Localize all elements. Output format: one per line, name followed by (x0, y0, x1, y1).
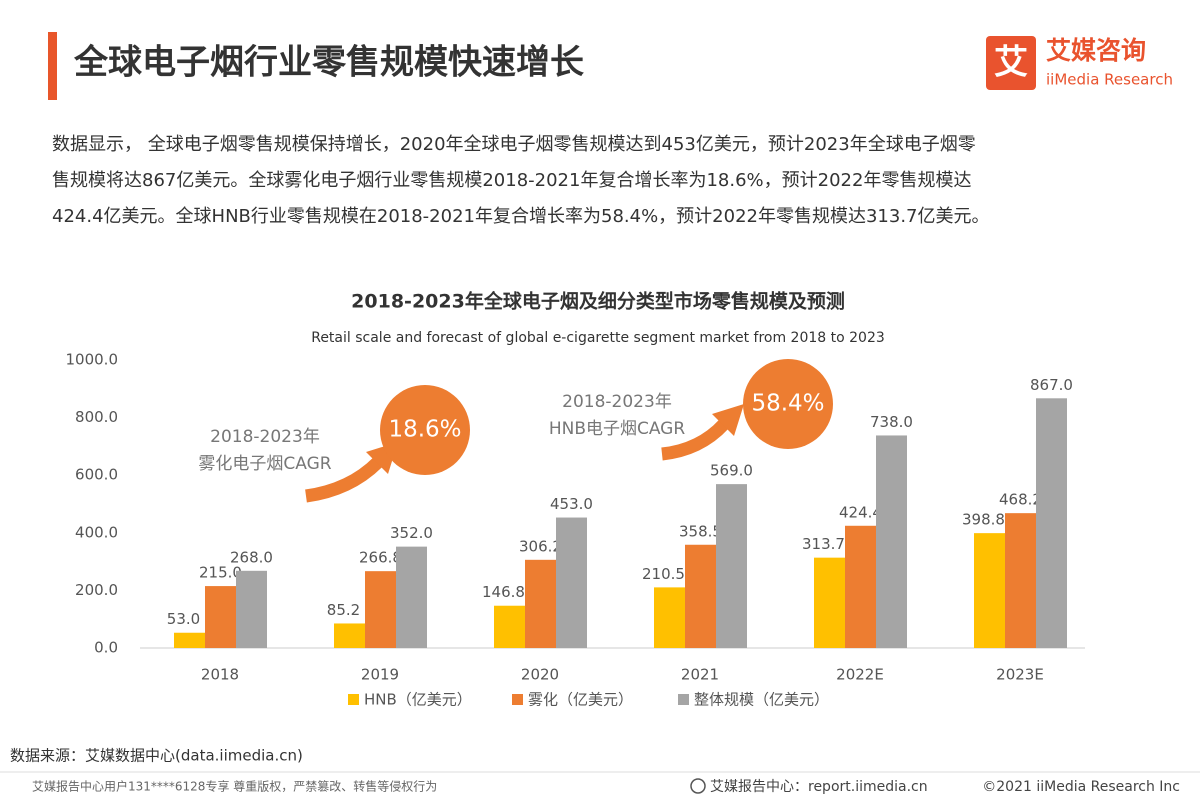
bar (556, 517, 587, 648)
legend-swatch (512, 694, 523, 705)
legend-swatch (348, 694, 359, 705)
logo-mark: 艾 (994, 43, 1028, 83)
value-label: 146.8 (482, 583, 525, 601)
value-label: 468.2 (999, 491, 1042, 509)
bar (174, 632, 205, 648)
logo-name: 艾媒咨询 (1046, 36, 1146, 65)
x-tick-label: 2021 (681, 666, 719, 684)
value-label: 266.8 (359, 549, 402, 567)
y-tick-label: 800.0 (75, 408, 118, 426)
bar (396, 546, 427, 648)
annotation: HNB电子烟CAGR (549, 419, 686, 439)
x-tick-label: 2019 (361, 666, 399, 684)
value-label: 268.0 (230, 548, 273, 566)
cagr-badge (380, 385, 470, 475)
chart-subtitle: Retail scale and forecast of global e-ci… (311, 330, 885, 346)
title-accent (48, 32, 57, 100)
source: 数据来源：艾媒数据中心(data.iimedia.cn) (10, 747, 303, 765)
value-label: 424.4 (839, 503, 882, 521)
annotation: 58.4% (751, 391, 824, 417)
arrow (305, 457, 383, 503)
annotation: 2018-2023年 (562, 392, 672, 412)
value-label: 352.0 (390, 524, 433, 542)
arrow-head (712, 404, 744, 436)
page-title: 全球电子烟行业零售规模快速增长 (73, 43, 584, 83)
bar (685, 544, 716, 648)
value-label: 210.5 (642, 565, 685, 583)
footer-copyright: ©2021 iiMedia Research Inc (982, 779, 1180, 795)
value-label: 53.0 (167, 610, 200, 628)
bar (1036, 398, 1067, 648)
bar (365, 571, 396, 648)
legend-label: HNB（亿美元） (364, 691, 472, 709)
y-tick-label: 200.0 (75, 581, 118, 599)
paragraph-line: 424.4亿美元。全球HNB行业零售规模在2018-2021年复合增长率为58.… (52, 206, 990, 227)
x-tick-label: 2018 (201, 666, 239, 684)
paragraph-line: 售规模将达867亿美元。全球雾化电子烟行业零售规模2018-2021年复合增长率… (52, 170, 971, 191)
globe-icon (690, 778, 706, 794)
value-label: 313.7 (802, 535, 845, 553)
bar (525, 559, 556, 648)
bar (334, 623, 365, 648)
arrow (661, 419, 729, 461)
bar (974, 533, 1005, 648)
bar (876, 435, 907, 648)
bar (814, 557, 845, 648)
value-label: 358.5 (679, 522, 722, 540)
y-tick-label: 600.0 (75, 466, 118, 484)
x-tick-label: 2020 (521, 666, 559, 684)
x-tick-label: 2022E (836, 666, 884, 684)
logo-sub: iiMedia Research (1046, 71, 1173, 89)
legend-swatch (678, 694, 689, 705)
bar (654, 587, 685, 648)
value-label: 215.0 (199, 564, 242, 582)
footer-site: 艾媒报告中心：report.iimedia.cn (710, 779, 928, 795)
annotation: 18.6% (388, 417, 461, 443)
cagr-badge (743, 359, 833, 449)
value-label: 85.2 (327, 601, 360, 619)
value-label: 867.0 (1030, 376, 1073, 394)
y-tick-label: 1000.0 (66, 351, 119, 369)
value-label: 569.0 (710, 462, 753, 480)
y-tick-label: 0.0 (94, 639, 118, 657)
x-tick-label: 2023E (996, 666, 1044, 684)
y-tick-label: 400.0 (75, 523, 118, 541)
annotation: 2018-2023年 (210, 427, 320, 447)
bar (1005, 513, 1036, 648)
value-label: 738.0 (870, 413, 913, 431)
bar (845, 525, 876, 648)
bar (494, 605, 525, 648)
value-label: 306.2 (519, 537, 562, 555)
bar (236, 570, 267, 648)
bar (716, 484, 747, 648)
value-label: 398.8 (962, 511, 1005, 529)
value-label: 453.0 (550, 495, 593, 513)
paragraph-line: 数据显示， 全球电子烟零售规模保持增长，2020年全球电子烟零售规模达到453亿… (52, 134, 976, 155)
bar (205, 586, 236, 648)
annotation: 雾化电子烟CAGR (198, 454, 331, 474)
legend-label: 雾化（亿美元） (528, 691, 633, 709)
legend-label: 整体规模（亿美元） (694, 691, 829, 709)
footer-notice: 艾媒报告中心用户131****6128专享 尊重版权，严禁篡改、转售等侵权行为 (32, 779, 437, 794)
logo-box (986, 36, 1036, 90)
chart-title: 2018-2023年全球电子烟及细分类型市场零售规模及预测 (351, 290, 845, 313)
